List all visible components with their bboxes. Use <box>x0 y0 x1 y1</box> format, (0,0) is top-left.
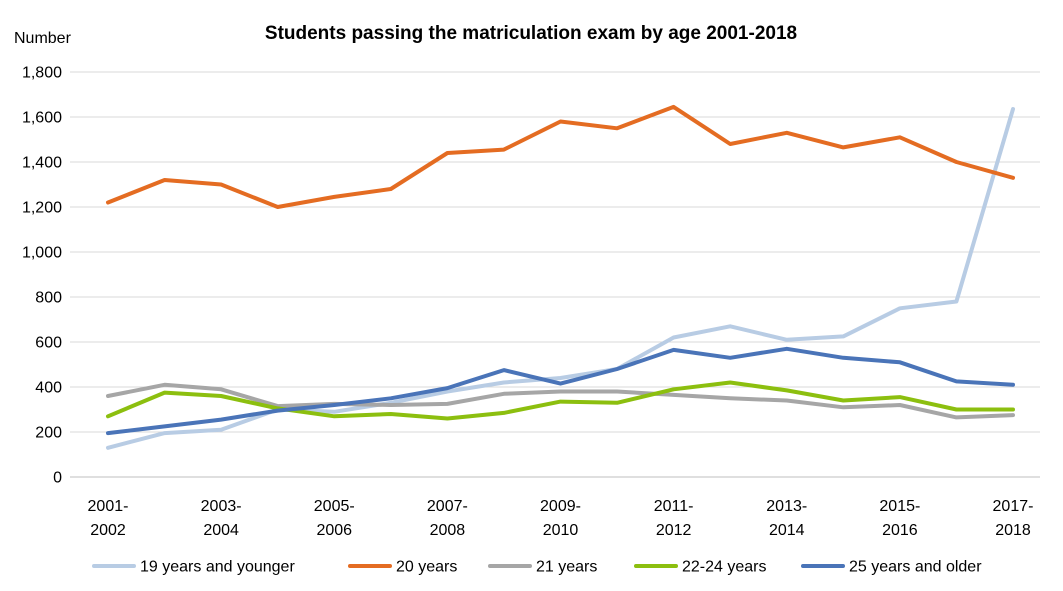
y-tick-label: 1,800 <box>22 65 62 82</box>
y-tick-label: 1,200 <box>22 200 62 217</box>
y-tick-label: 200 <box>35 425 62 442</box>
series-line-1 <box>106 104 1015 209</box>
y-axis-label: Number <box>14 30 72 47</box>
legend-label: 25 years and older <box>849 559 982 576</box>
x-tick-label: 2004 <box>203 522 239 539</box>
series-line-4 <box>106 346 1015 436</box>
x-tick-label: 2015- <box>879 498 920 515</box>
x-tick-label: 2018 <box>995 522 1031 539</box>
x-tick-label: 2013- <box>766 498 807 515</box>
series-line-2 <box>106 382 1015 420</box>
x-tick-label: 2002 <box>90 522 126 539</box>
y-tick-label: 0 <box>53 470 62 487</box>
series-lines <box>106 104 1015 450</box>
x-axis-ticks: 2001- 2002 2003- 2004 2005- 2006 2007- 2008 2009… <box>88 498 1034 539</box>
legend-label: 22-24 years <box>682 559 767 576</box>
x-tick-label: 2006 <box>316 522 352 539</box>
x-tick-label: 2005- <box>314 498 355 515</box>
y-axis-ticks: 0 200 400 600 800 1,000 1,200 1,400 1,600 1,800 <box>22 65 62 487</box>
legend-label: 21 years <box>536 559 597 576</box>
x-tick-label: 2011- <box>654 498 694 515</box>
series-line-3 <box>106 380 1015 421</box>
y-tick-label: 800 <box>35 290 62 307</box>
y-tick-label: 600 <box>35 335 62 352</box>
y-tick-label: 400 <box>35 380 62 397</box>
x-tick-label: 2007- <box>427 498 468 515</box>
x-tick-label: 2003- <box>201 498 242 515</box>
x-tick-label: 2009- <box>540 498 581 515</box>
x-tick-label: 2010 <box>543 522 579 539</box>
x-tick-label: 2016 <box>882 522 918 539</box>
legend: 19 years and younger 20 years 21 years 22-2… <box>92 559 982 576</box>
gridlines <box>70 71 1040 478</box>
legend-label: 20 years <box>396 559 457 576</box>
x-tick-label: 2014 <box>769 522 805 539</box>
series-line-0 <box>106 107 1015 450</box>
x-tick-label: 2012 <box>656 522 692 539</box>
legend-label: 19 years and younger <box>140 559 295 576</box>
x-tick-label: 2017- <box>993 498 1034 515</box>
x-tick-label: 2008 <box>430 522 466 539</box>
y-tick-label: 1,600 <box>22 110 62 127</box>
chart-title: Students passing the matriculation exam … <box>265 23 797 44</box>
x-tick-label: 2001- <box>88 498 129 515</box>
y-tick-label: 1,400 <box>22 155 62 172</box>
y-tick-label: 1,000 <box>22 245 62 262</box>
